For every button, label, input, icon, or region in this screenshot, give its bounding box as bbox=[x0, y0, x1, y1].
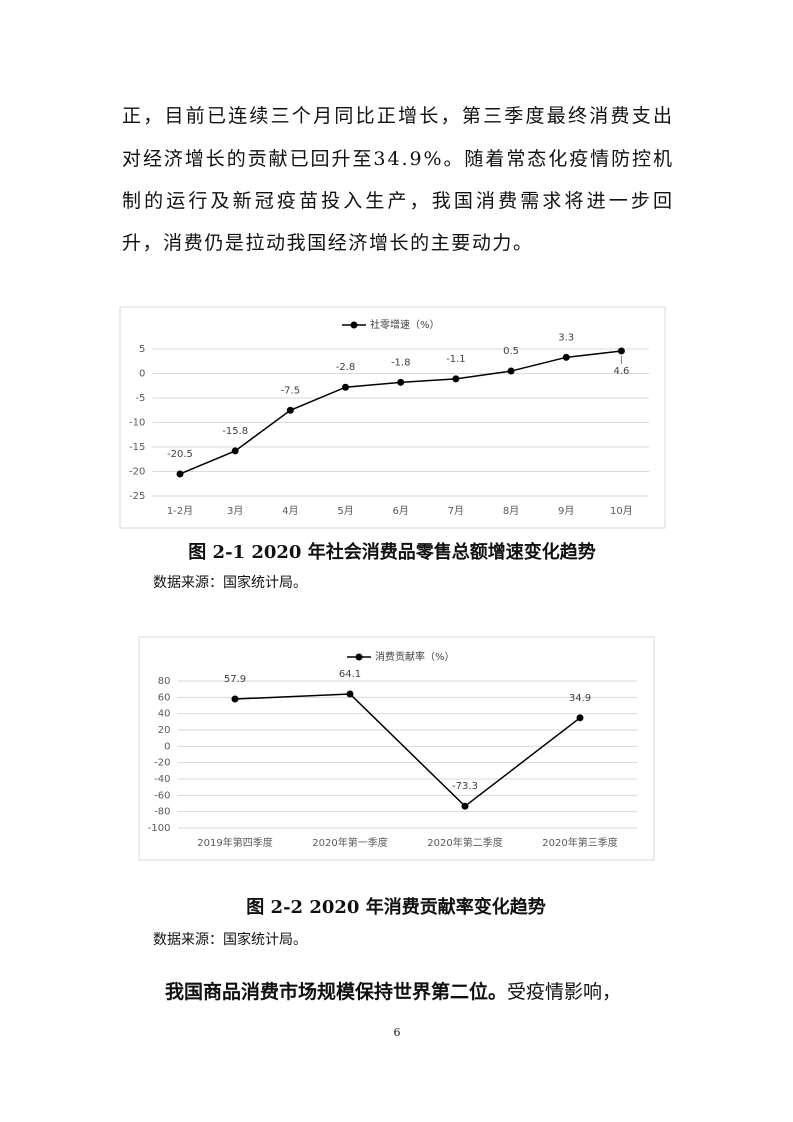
paragraph-line: 正，目前已连续三个月同比正增长，第三季度最终消费支出 bbox=[122, 105, 672, 127]
data-point bbox=[231, 447, 239, 455]
y-tick-label: -20 bbox=[154, 758, 170, 769]
closing-normal: 受疫情影响， bbox=[507, 981, 621, 1003]
x-tick-label: 2020年第三季度 bbox=[542, 836, 617, 849]
y-tick-label: -100 bbox=[148, 823, 171, 834]
y-tick-label: 0 bbox=[164, 741, 170, 752]
data-point bbox=[397, 378, 405, 386]
paragraph-line: 制的运行及新冠疫苗投入生产，我国消费需求将进一步回 bbox=[122, 190, 672, 212]
legend-label: 社零增速（%） bbox=[370, 318, 440, 331]
x-tick-label: 2019年第四季度 bbox=[197, 836, 272, 849]
data-label: -20.5 bbox=[167, 449, 193, 460]
legend-label: 消费贡献率（%） bbox=[375, 650, 455, 663]
y-tick-label: 0 bbox=[139, 369, 145, 380]
y-tick-label: -40 bbox=[154, 774, 170, 785]
x-tick-label: 1-2月 bbox=[167, 505, 193, 517]
data-label: -73.3 bbox=[452, 781, 478, 792]
y-tick-label: -15 bbox=[129, 442, 145, 453]
data-label: -15.8 bbox=[222, 426, 248, 437]
paragraph-line: 升，消费仍是拉动我国经济增长的主要动力。 bbox=[122, 232, 532, 254]
source: 数据来源：国家统计局。 bbox=[153, 574, 307, 591]
y-tick-label: 60 bbox=[158, 692, 171, 703]
data-point bbox=[176, 470, 184, 478]
y-tick-label: 40 bbox=[158, 709, 171, 720]
data-point bbox=[461, 802, 469, 810]
x-tick-label: 2020年第一季度 bbox=[312, 836, 387, 849]
x-tick-label: 5月 bbox=[337, 505, 353, 517]
legend-marker bbox=[350, 321, 358, 329]
y-tick-label: 20 bbox=[158, 725, 171, 736]
y-tick-label: -5 bbox=[135, 393, 145, 404]
y-tick-label: -10 bbox=[129, 418, 145, 429]
data-point bbox=[617, 347, 625, 355]
x-tick-label: 7月 bbox=[448, 505, 464, 517]
x-tick-label: 6月 bbox=[393, 505, 409, 517]
chart-frame bbox=[138, 636, 655, 861]
series-line bbox=[234, 693, 581, 808]
data-point bbox=[286, 406, 294, 414]
y-tick-label: -60 bbox=[154, 790, 170, 801]
y-tick-label: -20 bbox=[129, 467, 145, 478]
data-label: 57.9 bbox=[224, 674, 246, 685]
data-label: -1.1 bbox=[446, 354, 466, 365]
data-point bbox=[576, 714, 584, 722]
data-label: 0.5 bbox=[503, 346, 519, 357]
x-tick-label: 3月 bbox=[227, 505, 243, 517]
y-tick-label: 80 bbox=[158, 676, 171, 687]
y-tick-label: -80 bbox=[154, 807, 170, 818]
caption: 图 2-2 2020 年消费贡献率变化趋势 bbox=[246, 896, 545, 918]
data-point bbox=[231, 695, 239, 703]
data-label: -2.8 bbox=[336, 362, 356, 373]
x-tick-label: 4月 bbox=[282, 505, 298, 517]
closing-paragraph: 我国商品消费市场规模保持世界第二位。受疫情影响， bbox=[165, 980, 621, 1003]
data-point bbox=[507, 367, 515, 375]
data-point bbox=[452, 375, 460, 383]
y-tick-label: -25 bbox=[129, 491, 145, 502]
data-label: 3.3 bbox=[558, 332, 574, 343]
paragraph-line: 对经济增长的贡献已回升至34.9%。随着常态化疫情防控机 bbox=[122, 148, 672, 170]
data-label: 34.9 bbox=[569, 693, 591, 704]
x-tick-label: 10月 bbox=[610, 505, 633, 517]
closing-bold: 我国商品消费市场规模保持世界第二位。 bbox=[165, 980, 507, 1003]
page-number: 6 bbox=[394, 1026, 401, 1039]
data-point bbox=[342, 383, 350, 391]
data-label: 64.1 bbox=[339, 669, 361, 680]
data-label: -7.5 bbox=[281, 385, 301, 396]
source: 数据来源：国家统计局。 bbox=[153, 931, 307, 948]
data-label: -1.8 bbox=[391, 357, 411, 368]
x-tick-label: 8月 bbox=[503, 505, 519, 517]
legend-marker bbox=[355, 653, 363, 661]
x-tick-label: 2020年第二季度 bbox=[427, 836, 502, 849]
data-label: 4.6 bbox=[613, 366, 629, 377]
data-point bbox=[346, 690, 354, 698]
y-tick-label: 5 bbox=[139, 344, 145, 355]
x-tick-label: 9月 bbox=[558, 505, 574, 517]
chart-frame bbox=[119, 306, 666, 529]
caption: 图 2-1 2020 年社会消费品零售总额增速变化趋势 bbox=[188, 541, 595, 563]
data-point bbox=[562, 353, 570, 361]
